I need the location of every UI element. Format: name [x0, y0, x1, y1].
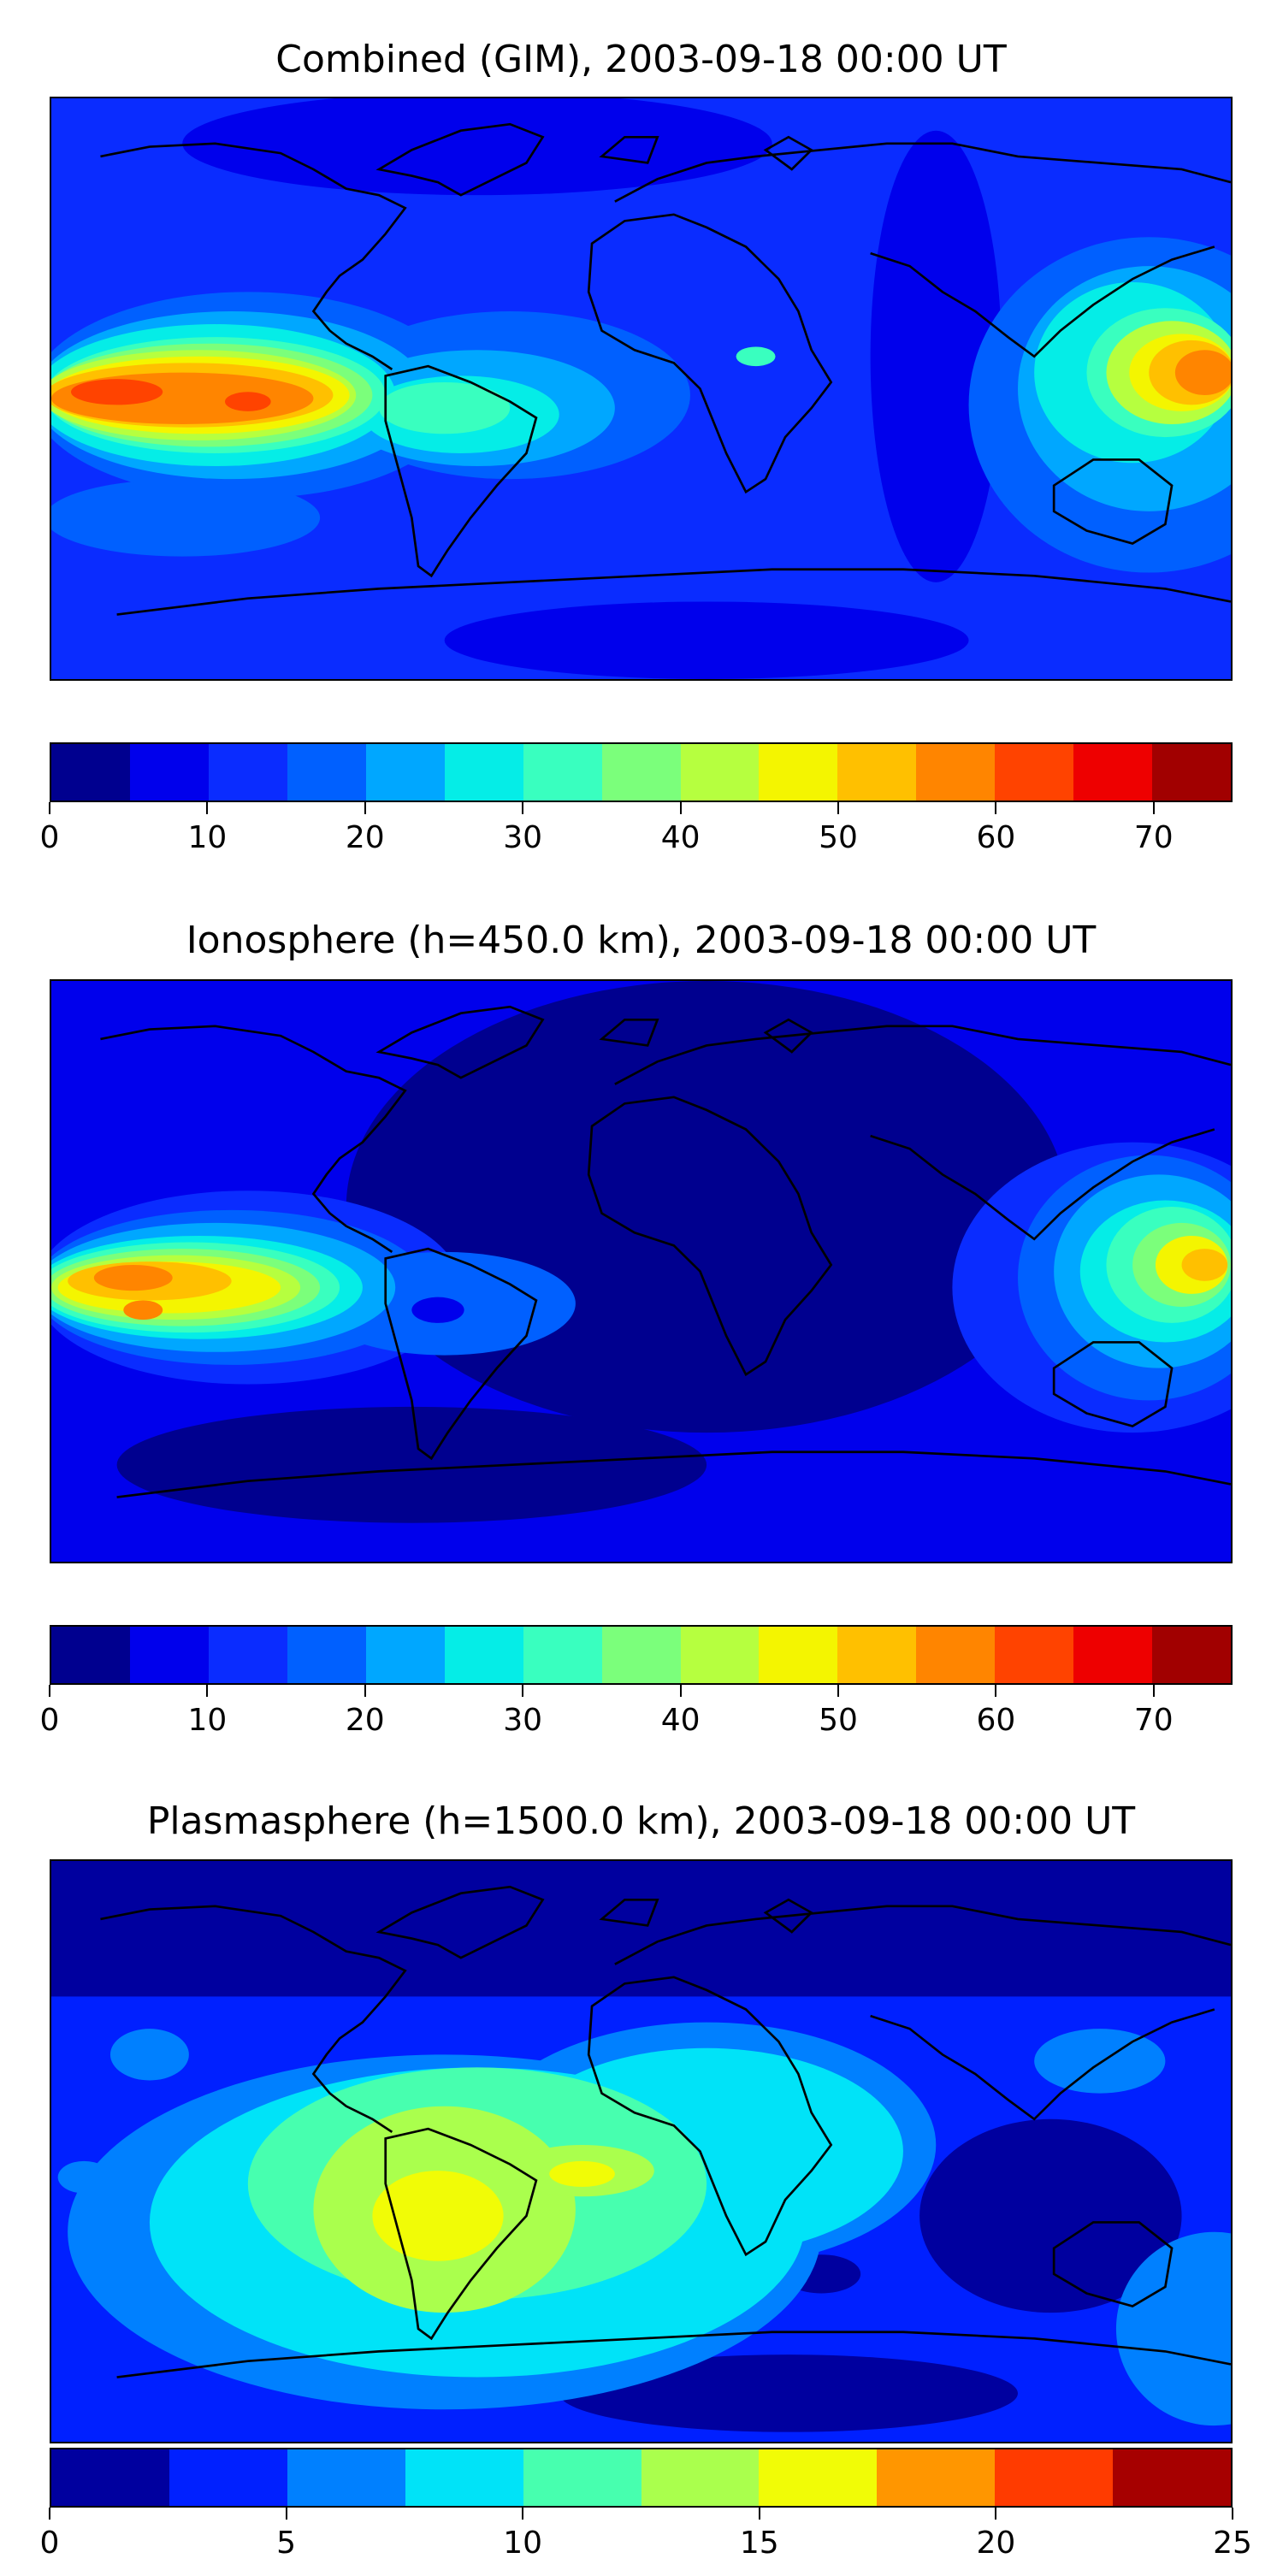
colorbar-tick	[522, 1685, 524, 1697]
colorbar-segment	[1073, 744, 1153, 801]
colorbar-tick-label: 20	[345, 1703, 385, 1738]
colorbar-segment	[129, 744, 209, 801]
colorbar-tick	[837, 1685, 839, 1697]
colorbar-tick	[49, 1685, 50, 1697]
colorbar-segment	[1152, 744, 1232, 801]
colorbar-tick	[837, 802, 839, 814]
colorbar-tick	[206, 802, 209, 814]
colorbar-segment	[995, 2449, 1114, 2506]
colorbar-tick	[995, 1685, 997, 1697]
colorbar-tick-label: 50	[819, 820, 858, 855]
colorbar-tick-label: 10	[187, 1703, 228, 1738]
colorbar-tick	[995, 2508, 997, 2520]
colorbar-segment	[444, 1627, 523, 1683]
colorbar-segment	[365, 744, 445, 801]
colorbar-segment	[641, 2449, 760, 2506]
colorbar-segment	[169, 2449, 287, 2506]
colorbar-segment	[995, 744, 1074, 801]
panel-3-colorbar	[50, 2448, 1233, 2508]
colorbar-segment	[523, 1627, 602, 1683]
colorbar-tick-label: 15	[739, 2526, 779, 2561]
colorbar-segment	[1113, 2449, 1232, 2506]
panel-1-colorbar	[50, 742, 1233, 802]
panel-2-title: Ionosphere (h=450.0 km), 2003-09-18 00:0…	[186, 919, 1097, 962]
colorbar-segment	[51, 744, 130, 801]
colorbar-tick-label: 60	[976, 820, 1016, 855]
colorbar-tick-label: 40	[660, 820, 701, 855]
colorbar-tick-label: 20	[976, 2526, 1016, 2561]
colorbar-tick-label: 0	[39, 820, 60, 855]
panel-1-title: Combined (GIM), 2003-09-18 00:00 UT	[275, 38, 1007, 81]
colorbar-tick	[522, 2508, 524, 2520]
colorbar-segment	[287, 744, 366, 801]
colorbar-segment	[444, 744, 523, 801]
colorbar-tick	[679, 1685, 682, 1697]
colorbar-segment	[405, 2449, 523, 2506]
colorbar-tick	[1232, 2508, 1233, 2520]
colorbar-tick-label: 40	[660, 1703, 701, 1738]
colorbar-tick-label: 25	[1213, 2526, 1252, 2561]
colorbar-segment	[916, 1627, 996, 1683]
colorbar-tick	[1152, 802, 1155, 814]
colorbar-tick	[364, 802, 366, 814]
colorbar-segment	[129, 1627, 209, 1683]
colorbar-segment	[601, 744, 681, 801]
colorbar-tick-label: 30	[503, 820, 543, 855]
colorbar-tick	[522, 802, 524, 814]
colorbar-tick	[995, 802, 997, 814]
colorbar-segment	[759, 2449, 878, 2506]
colorbar-segment	[1152, 1627, 1232, 1683]
colorbar-tick	[49, 2508, 50, 2520]
colorbar-segment	[759, 744, 838, 801]
colorbar-tick	[206, 1685, 209, 1697]
panel-3-title: Plasmasphere (h=1500.0 km), 2003-09-18 0…	[146, 1799, 1136, 1843]
colorbar-tick	[285, 2508, 287, 2520]
colorbar-segment	[601, 1627, 681, 1683]
panel-2-colorbar	[50, 1625, 1233, 1685]
colorbar-segment	[837, 1627, 917, 1683]
colorbar-segment	[208, 744, 287, 801]
colorbar-tick-label: 20	[345, 820, 385, 855]
colorbar-segment	[287, 2449, 405, 2506]
colorbar-segment	[51, 2449, 169, 2506]
colorbar-tick-label: 30	[503, 1703, 543, 1738]
colorbar-segment	[523, 744, 602, 801]
panel-1-map	[50, 97, 1233, 681]
colorbar-segment	[523, 2449, 642, 2506]
colorbar-segment	[837, 744, 917, 801]
colorbar-tick-label: 60	[976, 1703, 1016, 1738]
colorbar-tick-label: 70	[1133, 1703, 1174, 1738]
colorbar-segment	[1073, 1627, 1153, 1683]
colorbar-segment	[916, 744, 996, 801]
colorbar-tick-label: 10	[187, 820, 228, 855]
colorbar-tick	[758, 2508, 760, 2520]
colorbar-segment	[208, 1627, 287, 1683]
colorbar-tick-label: 0	[39, 2526, 60, 2561]
panel-2-map	[50, 979, 1233, 1563]
colorbar-segment	[877, 2449, 996, 2506]
colorbar-segment	[680, 744, 760, 801]
panel-2-colorbar-ticks: 0 10 20 30 40 50 60 70	[40, 1685, 1233, 1753]
colorbar-tick	[49, 802, 50, 814]
panel-3-colorbar-ticks: 0 5 10 15 20 25	[40, 2508, 1252, 2576]
panel-1-colorbar-ticks: 0 10 20 30 40 50 60 70	[40, 802, 1233, 871]
colorbar-tick-label: 0	[39, 1703, 60, 1738]
colorbar-tick-label: 70	[1133, 820, 1174, 855]
colorbar-segment	[287, 1627, 366, 1683]
colorbar-tick-label: 10	[503, 2526, 543, 2561]
colorbar-segment	[759, 1627, 838, 1683]
colorbar-segment	[51, 1627, 130, 1683]
colorbar-tick	[364, 1685, 366, 1697]
colorbar-tick	[679, 802, 682, 814]
colorbar-segment	[365, 1627, 445, 1683]
colorbar-tick-label: 5	[276, 2526, 297, 2561]
colorbar-segment	[680, 1627, 760, 1683]
colorbar-tick-label: 50	[819, 1703, 858, 1738]
colorbar-segment	[995, 1627, 1074, 1683]
colorbar-tick	[1152, 1685, 1155, 1697]
panel-3-map	[50, 1859, 1233, 2443]
